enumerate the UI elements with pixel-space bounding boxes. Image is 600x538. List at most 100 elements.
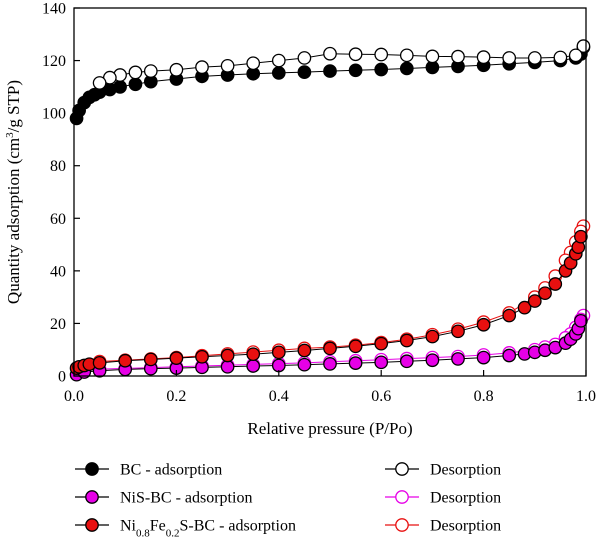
data-point: [323, 64, 337, 78]
data-point: [476, 50, 491, 65]
legend-label-subscript: 0.8: [136, 528, 150, 538]
legend-marker: [85, 518, 99, 532]
data-point: [246, 56, 261, 71]
legend-marker: [395, 490, 409, 504]
legend-marker: [395, 462, 409, 476]
data-point: [538, 286, 552, 301]
legend-label-part: BC - adsorption: [120, 462, 222, 479]
x-tick-label: 0.6: [371, 388, 391, 405]
legend-item: Desorption: [385, 490, 501, 507]
data-point: [323, 46, 337, 61]
data-point: [451, 324, 465, 339]
data-point: [399, 333, 414, 348]
y-tick-label: 100: [42, 106, 66, 123]
data-point: [374, 355, 389, 370]
data-point: [143, 352, 158, 367]
series-4: [69, 229, 588, 375]
data-point: [220, 359, 235, 374]
series-line: [99, 225, 584, 363]
data-point: [374, 47, 389, 62]
x-tick-label: 0.4: [269, 388, 289, 405]
data-point: [128, 77, 143, 92]
data-point: [348, 339, 363, 354]
series-3: [92, 308, 591, 377]
data-point: [348, 356, 363, 370]
data-point: [527, 294, 542, 308]
data-point: [568, 48, 583, 63]
data-point: [502, 51, 517, 65]
data-point: [476, 317, 491, 332]
data-point: [527, 51, 542, 65]
data-point: [451, 352, 465, 366]
series-1: [92, 39, 591, 90]
data-point: [246, 359, 261, 373]
legend-label-part: NiS-BC - adsorption: [120, 490, 252, 507]
data-point: [323, 357, 337, 371]
data-point: [476, 350, 491, 365]
legend-marker: [395, 518, 409, 532]
data-point: [548, 277, 563, 291]
data-point: [195, 349, 209, 364]
legend-item: NiS-BC - adsorption: [75, 490, 252, 507]
y-axis-title: Quantity adsorption (cm3/g STP): [4, 80, 23, 304]
data-point: [374, 336, 389, 351]
data-point: [399, 354, 414, 369]
legend-label-part: Desorption: [430, 490, 501, 507]
data-point: [271, 345, 286, 360]
legend-label: NiS-BC - adsorption: [120, 490, 252, 507]
y-tick-label: 140: [42, 1, 66, 18]
series-layer: [69, 39, 591, 382]
data-point: [399, 48, 414, 63]
y-tick-label: 0: [58, 369, 66, 386]
data-point: [271, 53, 286, 68]
legend-label: Desorption: [430, 462, 501, 479]
data-point: [169, 62, 184, 77]
legend-item: Desorption: [385, 518, 501, 535]
data-point: [297, 65, 312, 79]
legend-label-part: Desorption: [430, 462, 501, 479]
data-point: [517, 300, 532, 315]
data-point: [143, 64, 158, 78]
data-point: [502, 348, 517, 363]
data-point: [574, 229, 588, 244]
data-point: [553, 50, 568, 65]
legend-label-part: Ni: [120, 518, 137, 535]
data-point: [297, 357, 312, 372]
plot-frame: [73, 7, 587, 377]
legend-label-part: Fe: [150, 518, 166, 535]
legend-item: Ni0.8Fe0.2S-BC - adsorption: [75, 518, 296, 538]
data-point: [195, 60, 209, 74]
legend-item: Desorption: [385, 462, 501, 479]
data-point: [425, 49, 440, 64]
y-axis-title-sup: 3: [4, 132, 16, 138]
x-axis-title: Relative pressure (P/Po): [247, 419, 412, 438]
y-axis-title-rest: /g STP): [4, 80, 23, 132]
data-point: [502, 308, 517, 323]
data-point: [425, 329, 440, 344]
y-tick-label: 120: [42, 53, 66, 70]
series-5: [92, 219, 591, 369]
data-point: [118, 353, 133, 368]
legend-label: Desorption: [430, 518, 501, 535]
data-point: [92, 356, 107, 370]
data-point: [348, 47, 363, 62]
data-point: [271, 66, 286, 80]
legend-label: BC - adsorption: [120, 462, 222, 479]
legend-label-subscript: 0.2: [166, 528, 180, 538]
data-point: [297, 343, 312, 358]
data-point: [92, 76, 107, 90]
y-tick-label: 80: [50, 158, 66, 175]
legend-label-part: S-BC - adsorption: [180, 518, 296, 535]
data-point: [323, 341, 337, 356]
legend-label: Ni0.8Fe0.2S-BC - adsorption: [120, 518, 296, 538]
data-point: [399, 61, 414, 76]
y-tick-label: 40: [50, 263, 66, 280]
data-point: [246, 347, 261, 362]
ticks-layer: 0.0 0.2 0.4 0.6 0.8 1.0 0 20 40 60 80 100 120 140: [42, 1, 596, 406]
data-point: [220, 58, 235, 73]
data-point: [271, 358, 286, 373]
data-point: [113, 80, 127, 94]
legend-marker: [85, 462, 99, 476]
